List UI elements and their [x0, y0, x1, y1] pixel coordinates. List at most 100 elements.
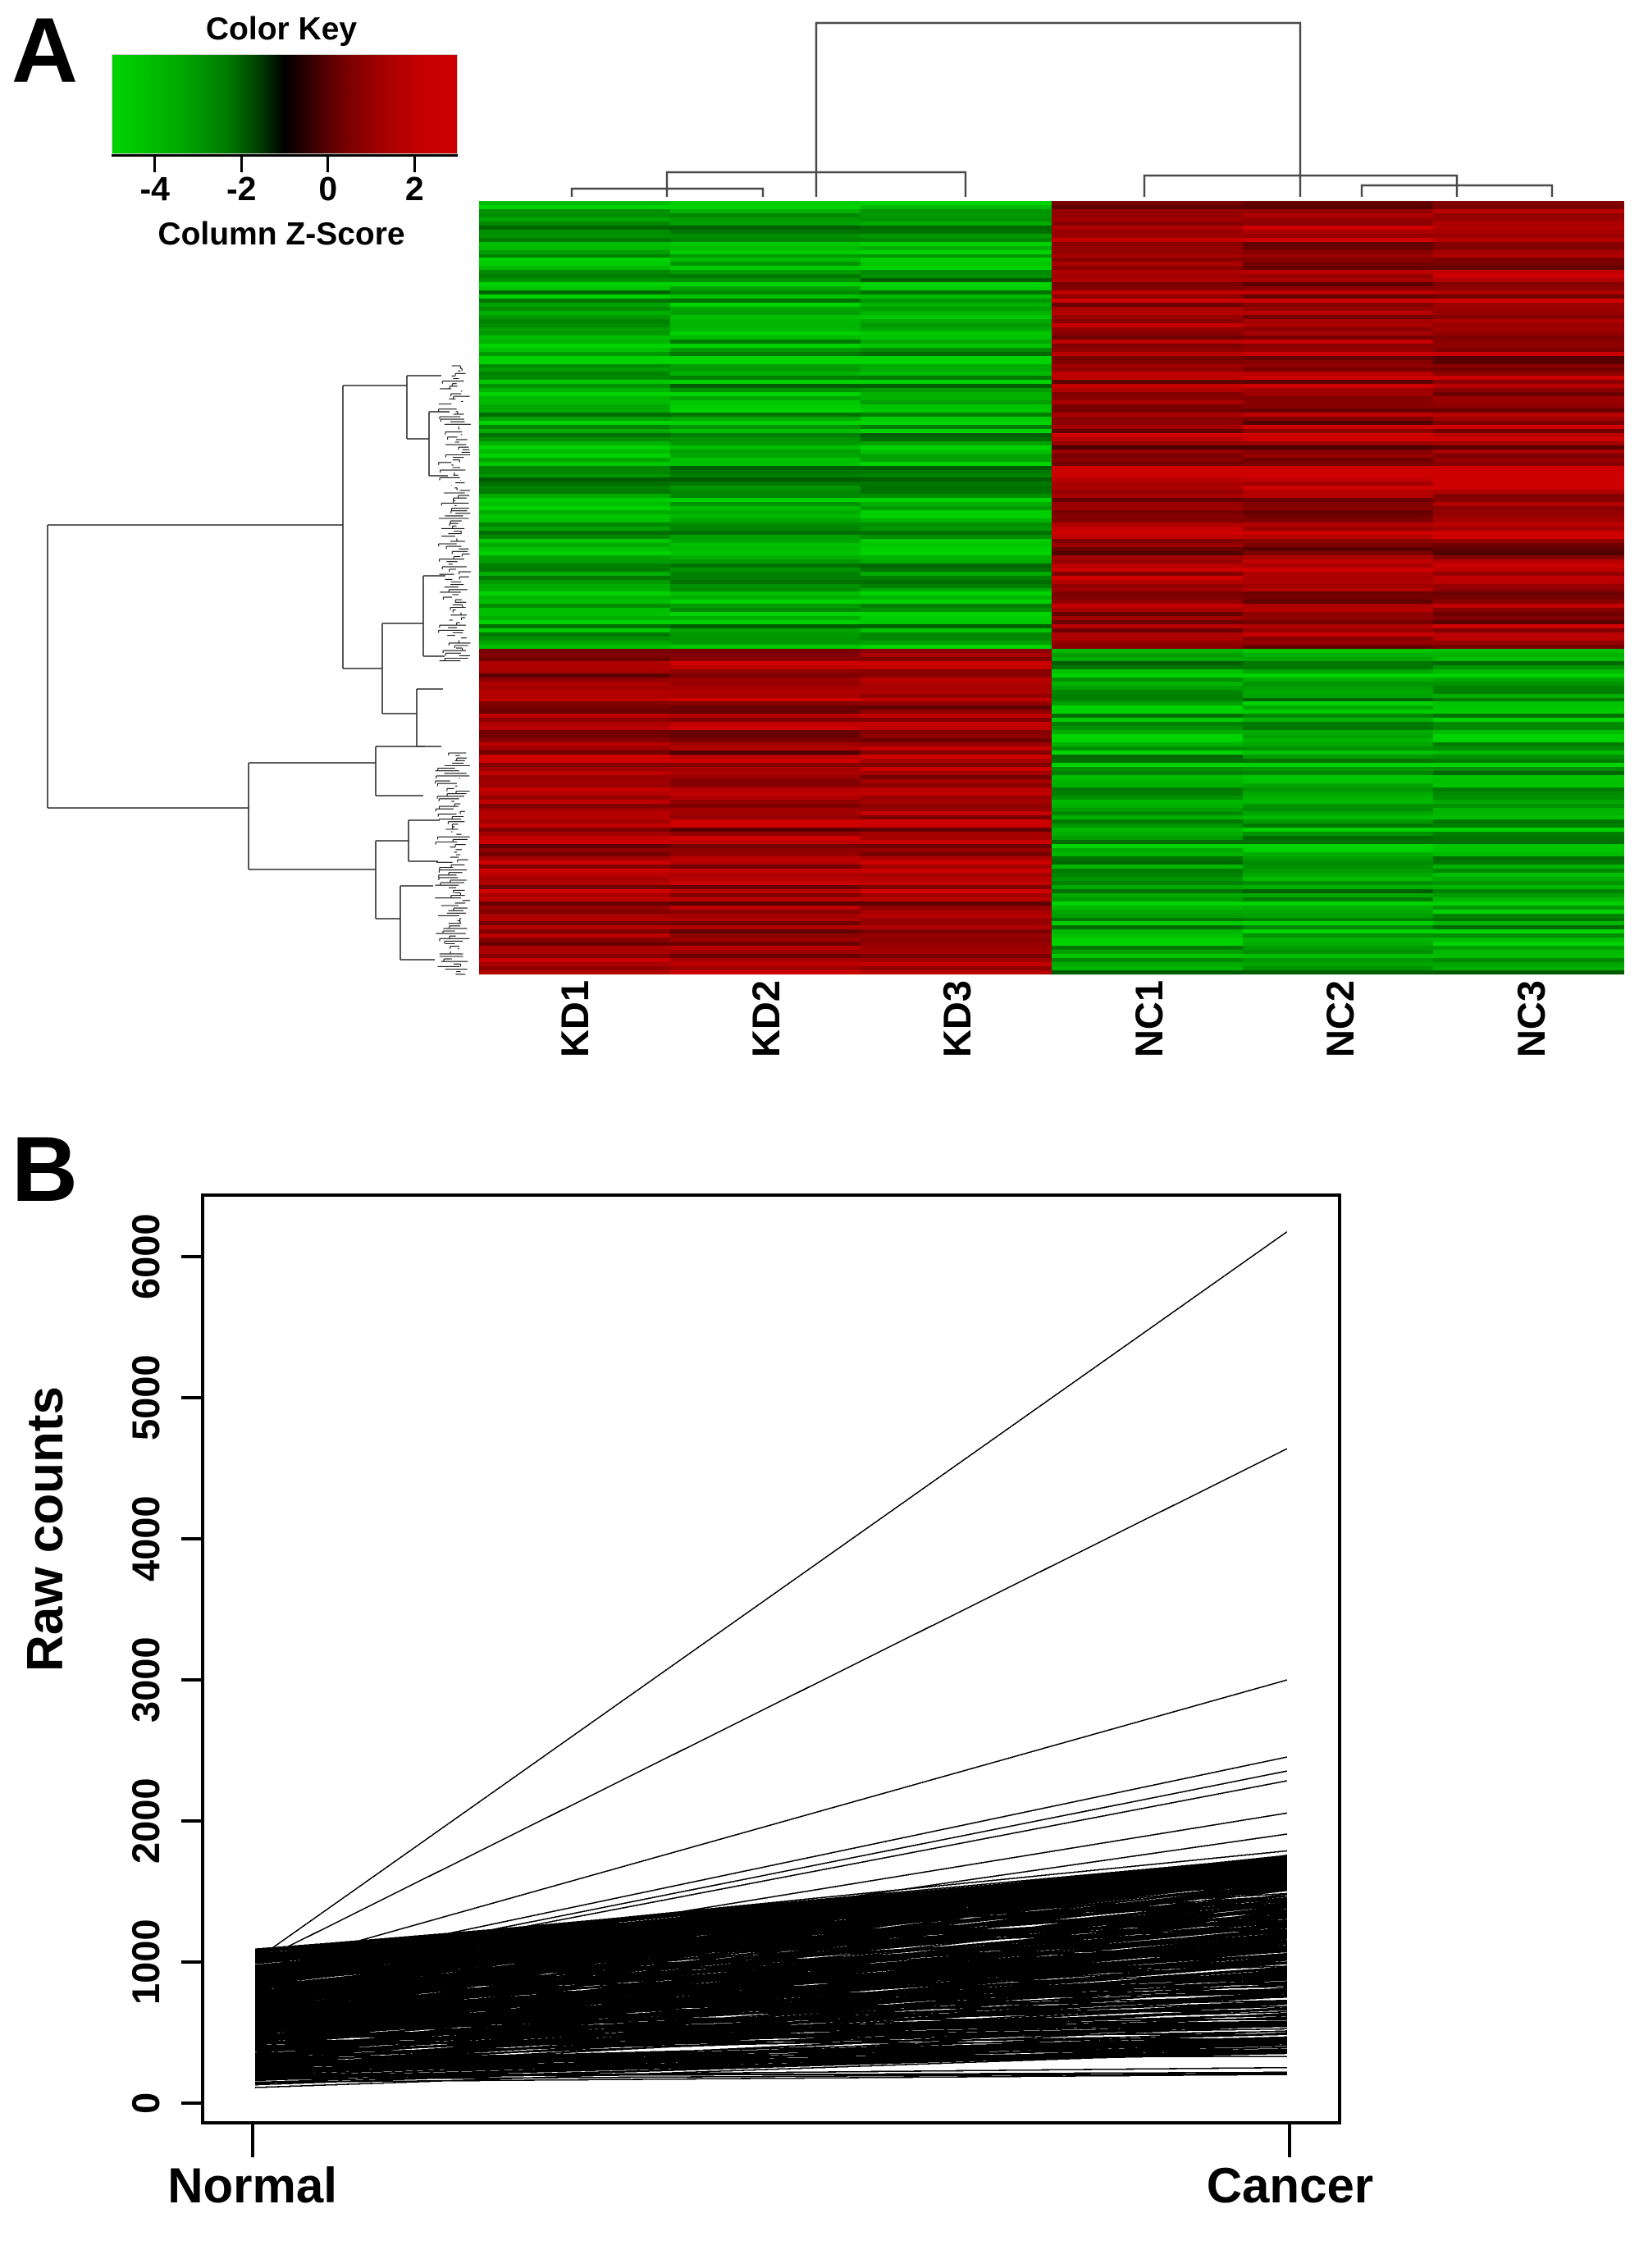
heatmap-cell — [861, 620, 1052, 626]
heatmap-cell — [861, 718, 1052, 723]
heatmap-cell — [1052, 697, 1244, 703]
heatmap-cell — [669, 656, 861, 662]
heatmap-cell — [1433, 778, 1624, 784]
heatmap-cell — [1052, 299, 1244, 303]
heatmap-cell — [479, 372, 671, 377]
heatmap-cell — [669, 596, 861, 601]
heatmap-cell — [861, 481, 1052, 487]
heatmap-cell — [1052, 864, 1244, 869]
heatmap-cell — [1433, 612, 1624, 618]
heatmap-cell — [1433, 359, 1624, 365]
heatmap-cell — [479, 311, 671, 316]
heatmap-cell — [669, 929, 861, 935]
heatmap-cell — [861, 652, 1052, 658]
heatmap-cell — [1242, 514, 1434, 520]
heatmap-cell — [669, 436, 861, 442]
heatmap-cell — [669, 351, 861, 357]
heatmap-cell — [479, 253, 671, 259]
heatmap-cell — [1242, 836, 1434, 842]
heatmap-cell — [1052, 303, 1244, 308]
heatmap-cell — [1052, 278, 1244, 284]
heatmap-cell — [1242, 795, 1434, 801]
heatmap-cell — [1242, 527, 1434, 532]
y-axis-tick-label: 6000 — [124, 1214, 167, 1300]
heatmap-cell — [1433, 303, 1624, 308]
heatmap-cell — [669, 664, 861, 670]
heatmap-cell — [861, 421, 1052, 426]
heatmap-cell — [669, 421, 861, 426]
panel-a-letter: A — [11, 0, 78, 102]
heatmap-cell — [861, 400, 1052, 406]
y-axis-tick — [181, 2101, 201, 2106]
heatmap-cell — [1433, 258, 1624, 263]
heatmap-cell — [479, 966, 671, 971]
heatmap-cell — [1052, 730, 1244, 736]
heatmap-cell — [479, 828, 671, 833]
heatmap-cell — [1433, 314, 1624, 320]
heatmap-cell — [1242, 966, 1434, 971]
heatmap-cell — [1052, 262, 1244, 267]
heatmap-cell — [1433, 884, 1624, 890]
heatmap-cell — [1433, 600, 1624, 605]
heatmap-cell — [1242, 685, 1434, 691]
heatmap-cell — [479, 559, 671, 564]
heatmap-cell — [669, 473, 861, 479]
heatmap-cell — [1242, 787, 1434, 792]
heatmap-cell — [1433, 583, 1624, 589]
heatmap-cell — [1242, 612, 1434, 618]
heatmap-cell — [669, 921, 861, 927]
heatmap-cell — [1242, 888, 1434, 894]
heatmap-cell — [1433, 628, 1624, 633]
heatmap-cell — [1242, 783, 1434, 788]
heatmap-cell — [1433, 925, 1624, 931]
heatmap-cell — [1052, 693, 1244, 699]
heatmap-cell — [669, 490, 861, 495]
heatmap-cell — [861, 966, 1052, 971]
color-key-tick-label: 0 — [318, 170, 338, 208]
heatmap-cell — [1433, 212, 1624, 218]
heatmap-cell — [479, 844, 671, 850]
heatmap-cell — [669, 445, 861, 450]
heatmap-cell — [861, 754, 1052, 760]
heatmap-cell — [669, 774, 861, 780]
heatmap-cell — [479, 819, 671, 825]
heatmap-cell — [669, 286, 861, 292]
heatmap-cell — [861, 571, 1052, 577]
x-axis-tick — [1288, 2124, 1292, 2157]
heatmap-cell — [1242, 762, 1434, 768]
heatmap-cell — [1052, 421, 1244, 426]
heatmap-cell — [669, 604, 861, 609]
y-axis-tick-label: 0 — [124, 2092, 167, 2115]
heatmap-cell — [479, 637, 671, 641]
heatmap-cell — [1433, 404, 1624, 410]
heatmap-cell — [1052, 314, 1244, 320]
heatmap-cell — [1052, 942, 1244, 947]
heatmap-cell — [1052, 913, 1244, 919]
heatmap-cell — [1242, 892, 1434, 898]
heatmap-cell — [669, 669, 861, 674]
heatmap-cell — [1052, 286, 1244, 292]
heatmap-cell — [1052, 933, 1244, 939]
heatmap-cell — [861, 217, 1052, 222]
heatmap-cell — [1242, 299, 1434, 303]
heatmap-cell — [1242, 546, 1434, 552]
heatmap-cell — [479, 237, 671, 243]
heatmap-cell — [1052, 644, 1244, 650]
heatmap-cell — [861, 241, 1052, 247]
heatmap-cell — [479, 726, 671, 732]
heatmap-cell — [479, 856, 671, 861]
heatmap-cell — [1052, 424, 1244, 430]
heatmap-cell — [1433, 791, 1624, 796]
heatmap-cell — [1242, 278, 1434, 284]
heatmap-cell — [1433, 299, 1624, 303]
heatmap-cell — [669, 811, 861, 817]
heatmap-cell — [1242, 705, 1434, 711]
heatmap-cell — [861, 343, 1052, 349]
heatmap-cell — [1433, 815, 1624, 821]
heatmap-cell — [479, 840, 671, 846]
heatmap-cell — [479, 554, 671, 560]
heatmap-cell — [1242, 770, 1434, 776]
heatmap-cell — [1242, 766, 1434, 772]
heatmap-cell — [1242, 314, 1434, 320]
heatmap-cell — [1052, 546, 1244, 552]
